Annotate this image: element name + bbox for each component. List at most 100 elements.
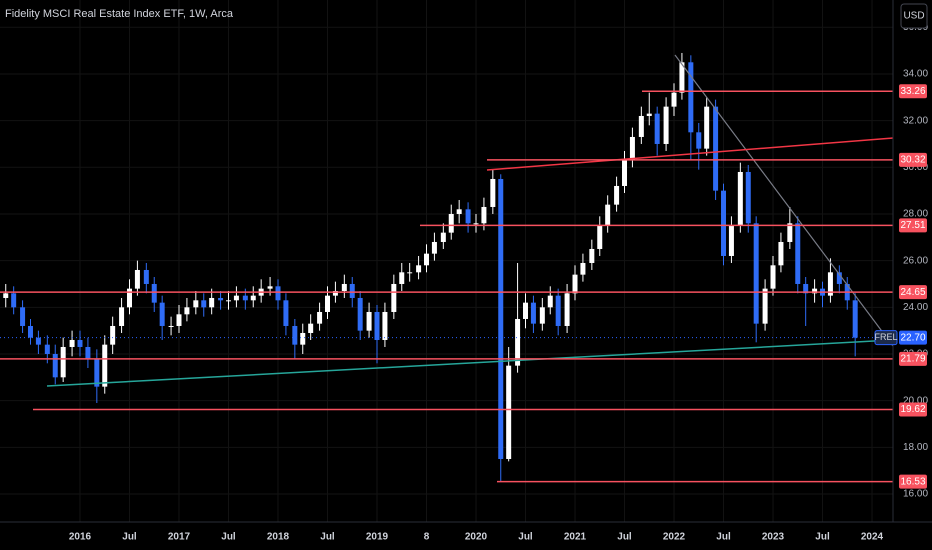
candle-body [52,353,58,378]
candles [3,52,858,482]
level-label: 19.62 [900,404,925,415]
candle-body [679,62,685,93]
candle-body [713,106,719,191]
candle-body [440,232,446,242]
last-price-label: 22.70 [900,332,925,343]
candle-body [589,248,595,263]
x-tick-label: 2018 [267,532,290,543]
level-label-bg [899,474,927,489]
trend-line [674,54,894,347]
candle-body [209,297,215,308]
trend-line [486,137,894,171]
candle-body [728,225,734,256]
x-tick-label: Jul [221,532,236,543]
candle-body [267,286,273,289]
candle-body [143,269,149,284]
candle-body [35,337,41,345]
level-label-bg [899,152,927,167]
candle-body [745,171,751,224]
candle-body [530,302,536,324]
y-tick-label: 28.00 [903,209,928,220]
candle-body [721,190,727,256]
candle-body [555,295,561,326]
drawings [0,54,894,483]
y-tick-label: 34.00 [903,69,928,80]
candle-body [201,300,207,308]
x-tick-label: 2021 [564,532,587,543]
candle-body [193,300,199,308]
candle-body [184,307,190,315]
candle-body [490,178,496,207]
candle-body [218,297,224,301]
x-tick-label: Jul [716,532,731,543]
x-tick-label: Jul [518,532,533,543]
candle-body [671,92,677,107]
candle-body [465,209,471,224]
last-price-bg [899,330,927,345]
x-tick-label: Jul [815,532,830,543]
level-label-bg [899,351,927,366]
chart-title: Fidelity MSCI Real Estate Index ETF, 1W,… [5,8,234,20]
candle-body [638,115,644,137]
x-tick-label: Jul [122,532,137,543]
currency-label[interactable]: USD [903,11,924,22]
candle-body [663,106,669,144]
candle-body [110,325,116,345]
candle-body [827,272,833,296]
candle-body [704,106,710,149]
candle-body [151,283,157,303]
candle-body [102,344,108,387]
candle-body [366,311,372,331]
candle-body [622,160,628,186]
candle-body [597,225,603,249]
candle-body [572,274,578,294]
level-label-bg [899,84,927,99]
candle-body [283,300,289,326]
x-tick-label: 2020 [465,532,488,543]
candle-body [605,204,611,226]
candle-body [812,288,818,294]
candle-body [60,346,66,378]
candle-body [836,272,842,284]
x-tick-label: 2017 [168,532,191,543]
candle-body [431,241,437,254]
candle-body [168,325,174,327]
candle-body [523,302,529,319]
candle-body [317,311,323,324]
y-tick-label: 24.00 [903,302,928,313]
candle-body [762,288,768,324]
candle-body [44,344,50,354]
candle-body [357,297,363,331]
candle-body [176,314,182,326]
candle-body [275,286,281,301]
candle-body [11,293,17,308]
candle-body [85,346,91,359]
candle-body [3,293,9,298]
candle-body [324,295,330,312]
candle-body [547,295,553,308]
candle-body [803,283,809,294]
candle-body [473,223,479,225]
x-tick-label: 2019 [366,532,389,543]
candle-body [852,300,858,338]
candle-body [416,265,422,273]
candle-body [126,288,132,308]
trend-line [46,339,894,387]
candle-body [564,293,570,326]
y-tick-label: 26.00 [903,255,928,266]
symbol-tag-bg [874,330,898,346]
candle-body [332,290,338,296]
candle-body [225,300,231,302]
candle-body [407,272,413,274]
currency-button[interactable] [900,3,928,29]
candle-body [646,113,652,116]
candle-body [134,269,140,289]
y-tick-label: 20.00 [903,395,928,406]
candle-body [77,339,83,347]
candle-body [349,283,355,298]
candle-body [374,311,380,340]
candle-body [399,272,405,284]
symbol-tag: FREL [874,332,897,342]
candle-body [242,295,248,301]
